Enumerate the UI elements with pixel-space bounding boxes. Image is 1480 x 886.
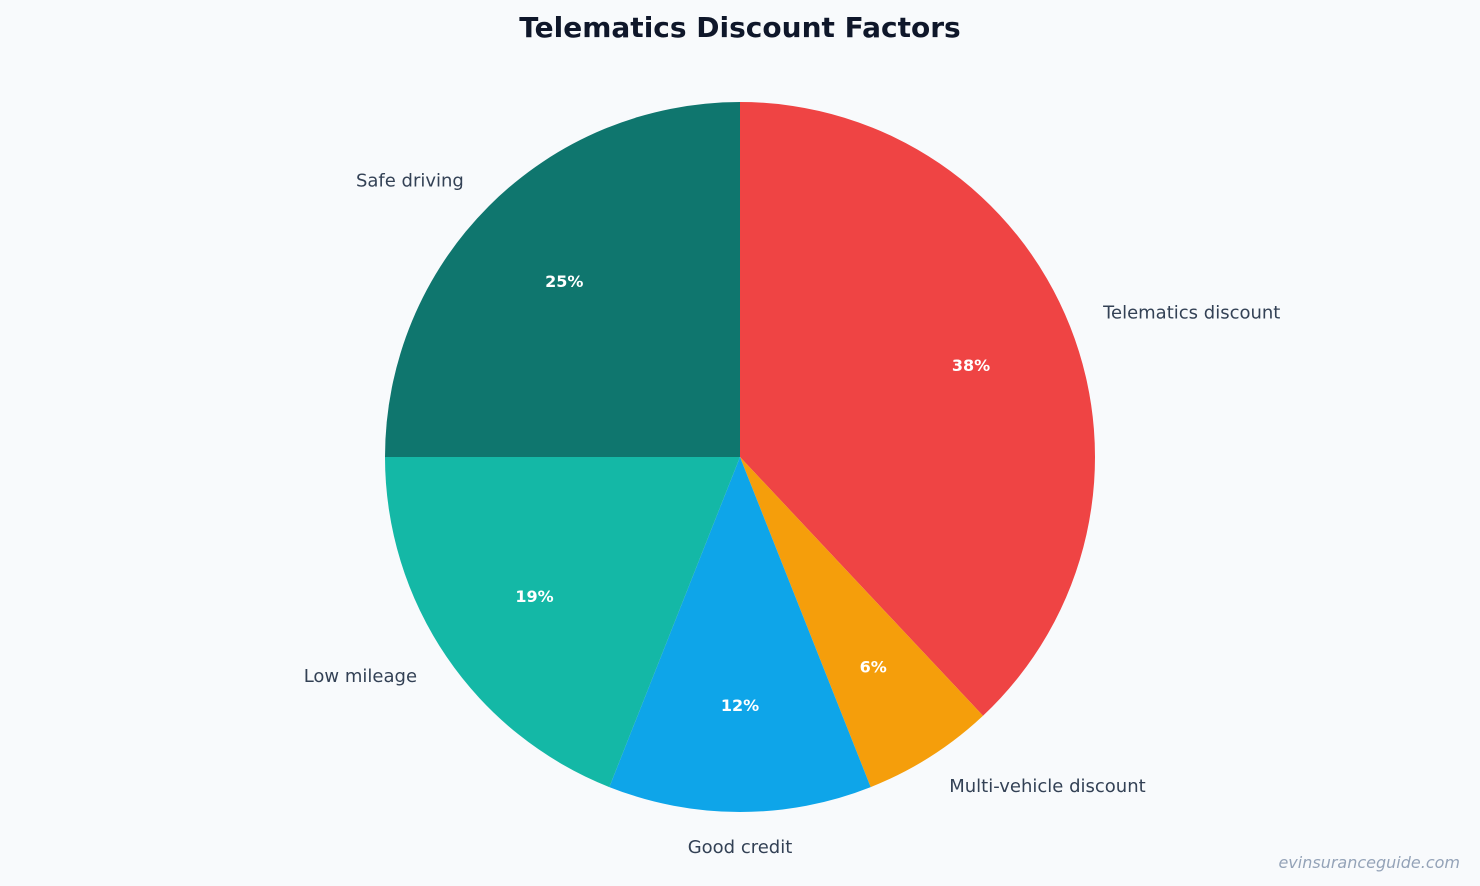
slice-category-label-1: Multi-vehicle discount (949, 776, 1145, 797)
pie-slice-0 (740, 102, 1095, 716)
pie-slice-2 (609, 457, 871, 812)
slice-category-label-3: Low mileage (304, 666, 417, 687)
slice-category-label-0: Telematics discount (1102, 303, 1280, 324)
slice-percent-label-2: 12% (721, 696, 759, 715)
slice-percent-label-1: 6% (860, 657, 887, 676)
slice-percent-label-0: 38% (952, 356, 990, 375)
slice-category-label-2: Good credit (688, 837, 793, 858)
pie-slice-1 (740, 457, 984, 788)
pie-slice-3 (385, 457, 740, 788)
slice-category-label-4: Safe driving (356, 170, 464, 191)
slice-percent-label-4: 25% (545, 272, 583, 291)
watermark: evinsuranceguide.com (1278, 853, 1460, 872)
slice-percent-label-3: 19% (515, 587, 553, 606)
chart-title: Telematics Discount Factors (519, 11, 961, 44)
pie-slice-4 (385, 102, 740, 457)
